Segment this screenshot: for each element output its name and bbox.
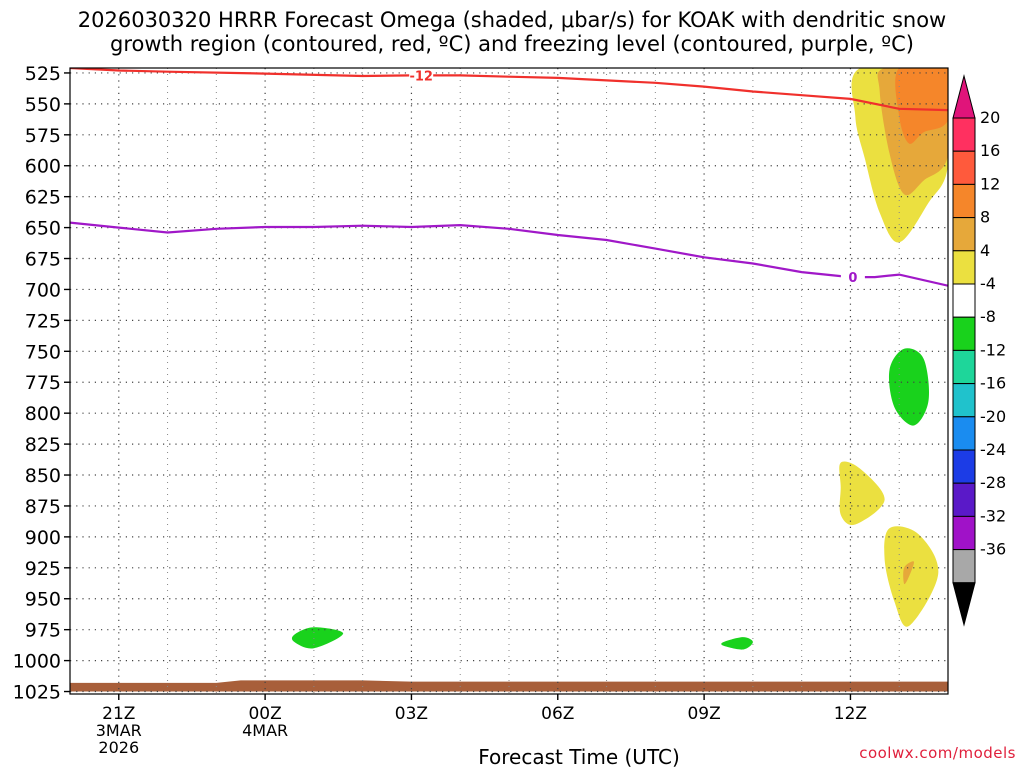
colorbar-swatch-3 [952,217,976,252]
y-tick-label-675: 675 [25,249,61,271]
colorbar-swatch-12 [952,515,976,551]
y-tick-label-625: 625 [25,187,61,209]
omega-region-2 [201,610,783,680]
colorbar-label-7: -12 [980,340,1006,359]
x-tick-label-0-0: 21Z [102,704,135,724]
colorbar-bottom-arrow [952,582,976,627]
colorbar-swatch-6 [952,316,976,351]
colorbar-swatch-0 [952,117,976,152]
x-tick-label-0-1: 3MAR [96,721,142,740]
colorbar-swatch-9 [952,416,976,451]
y-tick-label-1000: 1000 [13,651,61,673]
x-tick-label-15-0: 12Z [834,704,867,724]
y-tick-label-575: 575 [25,125,61,147]
colorbar-label-1: 16 [980,141,1000,160]
dendritic-snow-contour [70,68,948,112]
y-tick-label-825: 825 [25,434,61,456]
omega-region-3 [805,586,866,655]
y-tick-label-700: 700 [25,279,61,301]
omega-region-10 [839,461,885,526]
ground-layer [70,680,948,692]
colorbar-swatch-4 [952,250,976,285]
omega-region-11 [884,526,939,627]
colorbar-label-4: 4 [980,241,990,260]
colorbar-label-3: 8 [980,208,990,227]
colorbar-label-12: -32 [980,506,1006,525]
omega-region-0 [615,68,857,234]
colorbar-label-10: -24 [980,440,1006,459]
colorbar-swatch-5 [952,283,976,318]
title-line-1: 2026030320 HRRR Forecast Omega (shaded, … [77,8,947,32]
x-tick-label-12-0: 09Z [687,704,720,724]
omega-region-5 [291,627,344,649]
y-tick-label-750: 750 [25,341,61,363]
colorbar-label-0: 20 [980,108,1000,127]
omega-region-4 [888,348,930,426]
y-tick-label-525: 525 [25,63,61,85]
colorbar-label-2: 12 [980,174,1000,193]
chart-title: 2026030320 HRRR Forecast Omega (shaded, … [0,8,1024,56]
colorbar-top-arrow [952,74,976,119]
omega-region-9 [895,68,948,144]
colorbar-swatch-8 [952,383,976,418]
plot-area [70,68,948,694]
credit-link[interactable]: coolwx.com/models [859,744,1016,762]
x-axis-label: Forecast Time (UTC) [478,745,680,768]
y-tick-label-550: 550 [25,94,61,116]
y-tick-label-775: 775 [25,372,61,394]
colorbar-swatch-11 [952,482,976,517]
y-tick-label-1025: 1025 [13,682,61,704]
colorbar-swatch-13 [952,549,976,584]
x-tick-label-3-0: 00Z [248,704,281,724]
y-tick-label-925: 925 [25,558,61,580]
x-tick-label-9-0: 06Z [541,704,574,724]
y-tick-label-950: 950 [25,589,61,611]
y-tick-label-600: 600 [25,156,61,178]
x-tick-label-6-0: 03Z [395,704,428,724]
x-tick-label-3-1: 4MAR [242,721,288,740]
colorbar-label-6: -8 [980,307,996,326]
omega-region-12 [903,561,915,585]
colorbar-label-13: -36 [980,540,1006,559]
plot-frame [69,67,949,695]
colorbar-swatch-1 [952,150,976,185]
y-tick-label-875: 875 [25,496,61,518]
dendritic-snow-contour-label-bg [409,68,434,83]
title-line-2: growth region (contoured, red, ºC) and f… [110,32,914,56]
y-tick-label-725: 725 [25,310,61,332]
colorbar-swatch-2 [952,183,976,219]
omega-region-6 [721,637,753,650]
colorbar-label-5: -4 [980,274,996,293]
y-tick-label-850: 850 [25,465,61,487]
dendritic-snow-contour-label: -12 [409,69,433,84]
freezing-level-contour-label-bg [840,270,865,285]
colorbar-label-11: -28 [980,473,1006,492]
y-tick-label-975: 975 [25,620,61,642]
x-tick-label-0-2: 2026 [98,738,139,757]
colorbar-label-9: -20 [980,407,1006,426]
colorbar-label-8: -16 [980,374,1006,393]
colorbar-swatch-10 [952,449,976,484]
y-tick-label-650: 650 [25,218,61,240]
y-tick-label-900: 900 [25,527,61,549]
freezing-level-contour-label: 0 [848,271,857,286]
y-tick-label-800: 800 [25,403,61,425]
colorbar-swatch-7 [952,349,976,385]
